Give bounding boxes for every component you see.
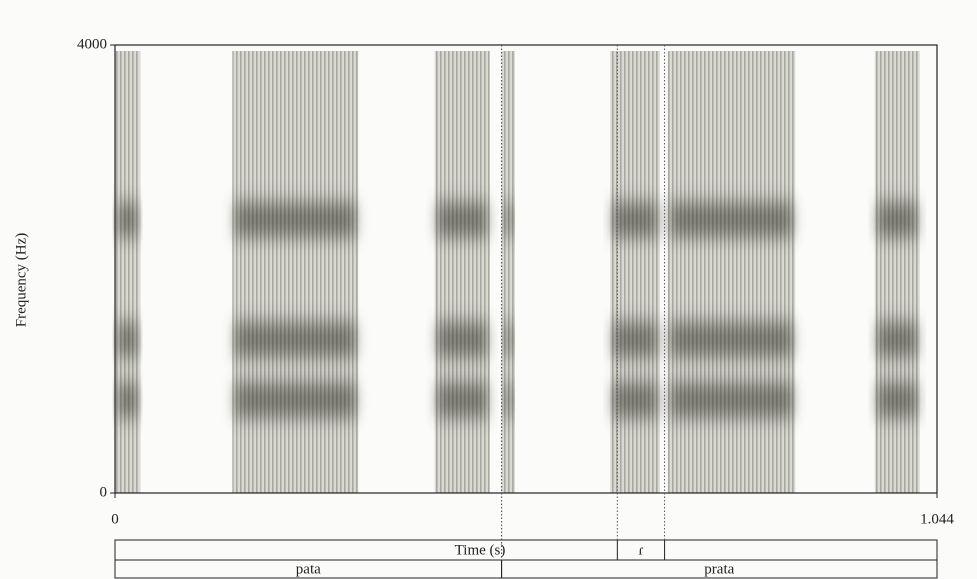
formant-band	[877, 322, 918, 358]
interval-label: pata	[296, 561, 321, 577]
formant-band	[877, 202, 918, 238]
y-axis-label: Frequency (Hz)	[13, 233, 29, 328]
formant-band	[117, 322, 138, 358]
x-axis-label: Time (s)	[455, 542, 506, 558]
formant-band	[234, 322, 356, 358]
x-tick-label: 0	[111, 511, 119, 527]
formant-band	[437, 382, 488, 418]
interval-label: prata	[704, 561, 734, 577]
formant-band	[117, 202, 138, 238]
spectrogram-figure: Frequency (Hz) 0 4000 0 1.044 Time (s) ɾ pata p…	[0, 0, 977, 579]
formant-band	[670, 382, 794, 418]
formant-band	[670, 202, 794, 238]
formant-band	[670, 322, 794, 358]
energy-region	[502, 51, 515, 493]
energy-region	[115, 51, 140, 493]
formant-band	[234, 202, 356, 238]
tier-box	[115, 540, 937, 560]
x-tick-label: 1.044	[920, 511, 954, 527]
tier-box	[115, 560, 937, 578]
y-tick-label: 4000	[77, 36, 107, 52]
formant-band	[504, 382, 513, 418]
energy-region	[232, 51, 358, 493]
formant-band	[504, 202, 513, 238]
interval-label: ɾ	[638, 542, 643, 558]
energy-region	[668, 51, 796, 493]
formant-band	[117, 382, 138, 418]
formant-band	[437, 322, 488, 358]
formant-band	[612, 202, 658, 238]
formant-band	[437, 202, 488, 238]
formant-band	[234, 382, 356, 418]
energy-region	[435, 51, 490, 493]
formant-band	[612, 322, 658, 358]
y-tick-label: 0	[100, 484, 108, 500]
formant-band	[612, 382, 658, 418]
formant-band	[504, 322, 513, 358]
energy-region	[875, 51, 920, 493]
formant-band	[877, 382, 918, 418]
